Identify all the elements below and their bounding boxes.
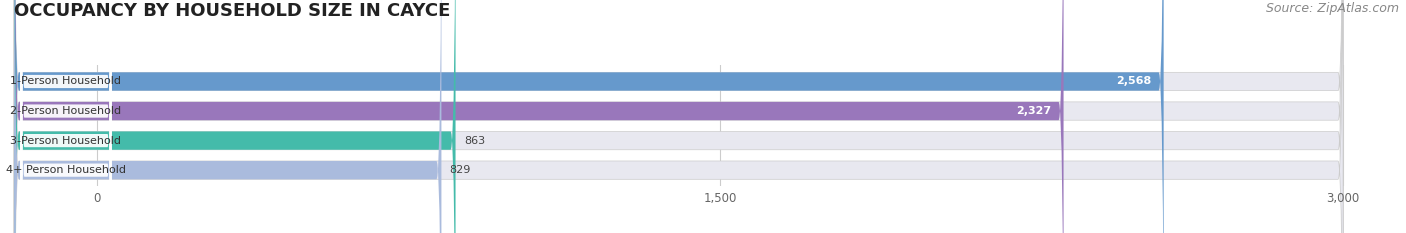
FancyBboxPatch shape <box>20 0 111 233</box>
FancyBboxPatch shape <box>14 0 1343 233</box>
FancyBboxPatch shape <box>14 0 1343 233</box>
FancyBboxPatch shape <box>20 0 111 233</box>
Text: 2,327: 2,327 <box>1017 106 1052 116</box>
Text: 2,568: 2,568 <box>1116 76 1152 86</box>
FancyBboxPatch shape <box>14 0 441 233</box>
Text: 3-Person Household: 3-Person Household <box>10 136 121 146</box>
Text: OCCUPANCY BY HOUSEHOLD SIZE IN CAYCE: OCCUPANCY BY HOUSEHOLD SIZE IN CAYCE <box>14 2 450 20</box>
Text: 829: 829 <box>450 165 471 175</box>
Text: 2-Person Household: 2-Person Household <box>10 106 121 116</box>
Text: 4+ Person Household: 4+ Person Household <box>6 165 127 175</box>
FancyBboxPatch shape <box>14 0 1164 233</box>
Text: 863: 863 <box>464 136 485 146</box>
FancyBboxPatch shape <box>14 0 1063 233</box>
Text: Source: ZipAtlas.com: Source: ZipAtlas.com <box>1265 2 1399 15</box>
FancyBboxPatch shape <box>14 0 1343 233</box>
FancyBboxPatch shape <box>20 0 111 233</box>
FancyBboxPatch shape <box>14 0 456 233</box>
Text: 1-Person Household: 1-Person Household <box>10 76 121 86</box>
FancyBboxPatch shape <box>14 0 1343 233</box>
FancyBboxPatch shape <box>20 0 111 233</box>
